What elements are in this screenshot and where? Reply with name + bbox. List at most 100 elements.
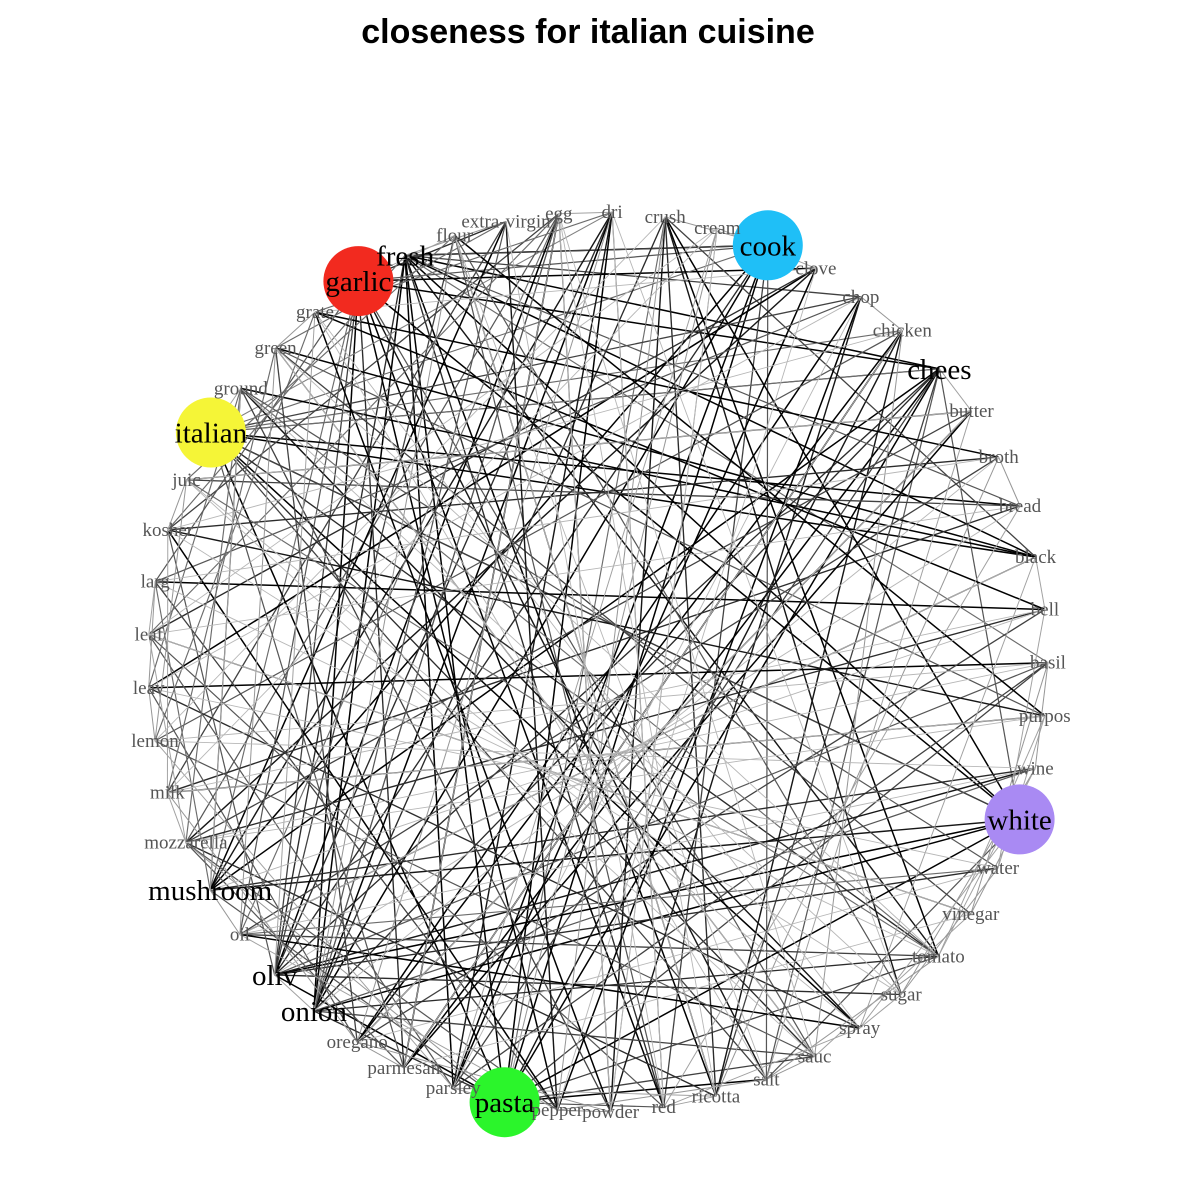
edge-cook-red (663, 245, 769, 1108)
edge-chop-leav (148, 296, 862, 689)
node-white-marker (984, 784, 1055, 855)
node-wine-label: wine (1017, 758, 1054, 779)
node-garlic-label: garlic (325, 266, 391, 298)
edge-chicken-chop (860, 296, 903, 331)
node-purpos-label: purpos (1019, 706, 1071, 727)
edge-chicken-lemon (154, 329, 903, 742)
edge-leav-water (148, 687, 999, 869)
edge-oregano-green (274, 347, 358, 1043)
edge-purpos-mozzarella (185, 715, 1045, 844)
edge-sugar-water (900, 867, 999, 995)
node-crush-label: crush (645, 207, 687, 228)
edge-mozzarella-basil (185, 662, 1049, 844)
edge-butter-salt (765, 411, 973, 1080)
edge-wine-basil (1034, 662, 1049, 769)
node-mozzarella-label: mozzarella (144, 833, 228, 854)
node-dri-label: dri (602, 202, 623, 223)
edge-onion-extra-virgin (313, 221, 507, 1012)
edge-dri-onion (313, 211, 613, 1012)
edge-clove-mozzarella (185, 267, 817, 844)
edge-red-dri (611, 212, 665, 1108)
edge-mushroom-bell (210, 609, 1046, 891)
edge-leaf-mozzarella (148, 634, 187, 843)
node-pasta-label: pasta (475, 1087, 535, 1119)
node-ground-label: ground (214, 378, 268, 399)
edge-basil-oliv (274, 662, 1049, 976)
edge-bell-larg (155, 580, 1045, 611)
edge-sauc-onion (313, 1010, 815, 1058)
edge-powder-ground (240, 388, 612, 1113)
edge-parsley-leaf (148, 634, 454, 1089)
edge-leav-lemon (148, 687, 156, 741)
node-ricotta-label: ricotta (692, 1086, 741, 1107)
edge-egg-mozzarella (185, 213, 560, 844)
node-juic-label: juic (171, 470, 201, 491)
edge-black-spray (859, 556, 1037, 1029)
edge-cream-parsley (452, 227, 718, 1089)
edge-dri-oliv (273, 211, 613, 976)
edge-oliv-onion (274, 974, 315, 1012)
node-vinegar-label: vinegar (942, 904, 1000, 925)
edge-lemon-parsley (154, 740, 454, 1089)
edge-chop-oregano (356, 296, 862, 1043)
edge-pepper-kosher (167, 529, 558, 1111)
node-black-label: black (1015, 547, 1057, 568)
edge-leaf-vinegar (148, 634, 971, 915)
edge-chop-italian (210, 296, 862, 434)
edge-oliv-flour (273, 235, 456, 976)
edge-egg-oliv (273, 213, 560, 976)
edge-parsley-chees (452, 368, 940, 1089)
edge-oil-black (239, 556, 1036, 935)
edge-grate-oliv (274, 312, 316, 975)
edge-broth-ricotta (715, 456, 1000, 1097)
edge-parmesan-mozzarella (185, 842, 405, 1069)
edge-egg-powder (558, 213, 612, 1112)
edge-bread-red (663, 505, 1021, 1108)
edge-bread-milk (167, 505, 1021, 794)
edge-white-mushroom (210, 818, 1020, 891)
node-green-label: green (254, 338, 297, 359)
edge-pasta-oliv (274, 974, 505, 1103)
node-broth-label: broth (979, 447, 1020, 468)
edge-pepper-mozzarella (185, 842, 558, 1111)
node-oil-label: oil (230, 925, 250, 946)
edge-grate-green (275, 311, 316, 349)
edge-garlic-oliv (273, 281, 360, 975)
edge-butter-chees (939, 368, 972, 412)
edge-wine-oil (239, 767, 1036, 935)
edge-onion-broth (313, 456, 999, 1012)
node-salt-label: salt (753, 1069, 780, 1090)
node-bread-label: bread (999, 496, 1042, 517)
edge-bread-leaf (148, 505, 1021, 636)
edge-oregano-parmesan (356, 1041, 405, 1069)
edge-red-flour (454, 235, 665, 1108)
edge-larg-tomato (155, 581, 939, 957)
edge-broth-grate (314, 311, 999, 458)
edge-wine-onion (313, 767, 1036, 1012)
node-extra-virgin-label: extra-virgin (461, 212, 551, 233)
edge-garlic-clove (358, 267, 816, 282)
edge-chicken-kosher (167, 330, 903, 531)
edge-white-onion (313, 818, 1020, 1012)
edge-lemon-wine (154, 740, 1036, 769)
edge-powder-cream (610, 228, 718, 1112)
edge-oil-egg (239, 213, 560, 935)
node-garlic-marker (323, 246, 394, 317)
edge-mushroom-oil (209, 889, 241, 935)
edge-milk-oregano (166, 792, 358, 1043)
edge-kosher-sugar (167, 529, 902, 995)
node-white-label: white (987, 804, 1051, 836)
edge-oil-garlic (239, 280, 360, 935)
edge-basil-leav (148, 661, 1049, 689)
edge-chicken-oregano (356, 330, 903, 1043)
edge-garlic-red (357, 280, 665, 1108)
edge-egg-parmesan (403, 213, 560, 1068)
edge-mushroom-larg (154, 581, 211, 891)
edge-butter-parmesan (403, 410, 973, 1069)
edge-white-chees (938, 368, 1021, 820)
edge-sugar-ground (240, 388, 902, 995)
edge-cook-oliv (274, 244, 769, 976)
edge-tomato-oil (239, 933, 939, 957)
edge-spray-grate (314, 311, 861, 1029)
